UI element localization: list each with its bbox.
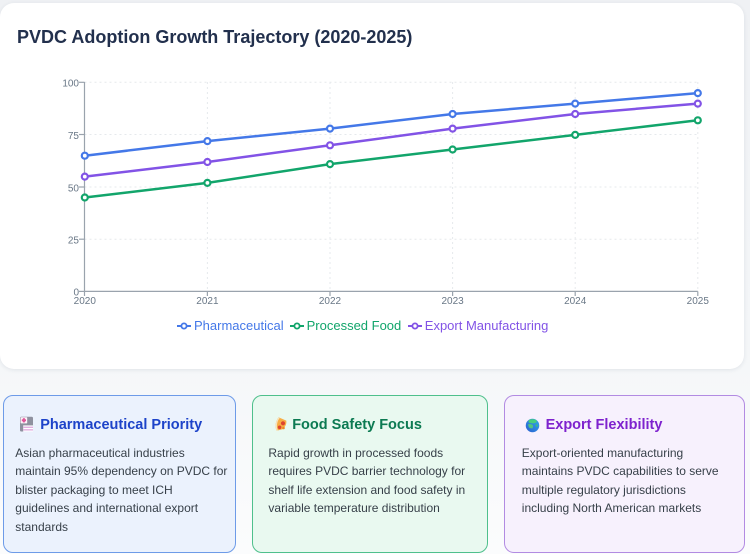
svg-text:50: 50 [68,183,80,194]
svg-text:100: 100 [62,79,79,90]
svg-text:0: 0 [73,288,79,299]
svg-text:25: 25 [68,236,80,247]
svg-text:2020: 2020 [74,296,97,307]
svg-text:75: 75 [68,131,80,142]
svg-text:2021: 2021 [196,296,219,307]
svg-text:2022: 2022 [319,296,342,307]
svg-text:2024: 2024 [564,296,587,307]
svg-text:2023: 2023 [441,296,464,307]
svg-text:2025: 2025 [687,296,710,307]
